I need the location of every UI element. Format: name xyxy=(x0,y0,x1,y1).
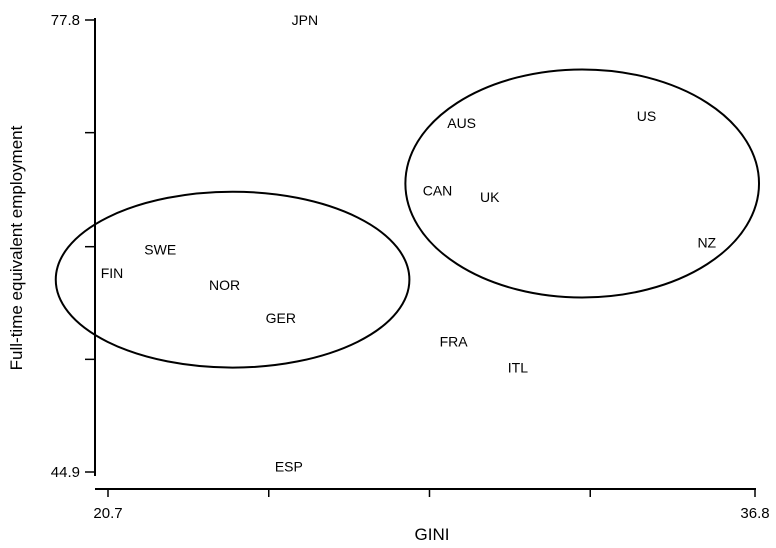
point-label-us: US xyxy=(637,108,656,124)
cluster-ellipse-1 xyxy=(404,68,761,299)
point-label-nz: NZ xyxy=(697,235,716,251)
point-label-swe: SWE xyxy=(144,241,176,257)
point-label-nor: NOR xyxy=(209,277,240,293)
point-label-ger: GER xyxy=(266,310,296,326)
point-label-jpn: JPN xyxy=(292,12,318,28)
ticks xyxy=(85,19,756,497)
point-label-esp: ESP xyxy=(275,459,303,475)
point-label-itl: ITL xyxy=(508,360,528,376)
point-label-aus: AUS xyxy=(447,115,476,131)
axes xyxy=(94,18,756,490)
y-tick-label-1: 44.9 xyxy=(51,464,80,481)
point-label-fin: FIN xyxy=(101,265,124,281)
tick-labels: 77.8 44.9 20.7 36.8 xyxy=(51,12,770,522)
y-tick-label-0: 77.8 xyxy=(51,12,80,29)
cluster-ellipse-0 xyxy=(54,190,411,369)
point-labels: JPN US AUS CAN UK NZ SWE FIN NOR GER FRA ITL ESP xyxy=(101,12,717,475)
x-tick-label-0: 20.7 xyxy=(93,505,122,522)
x-axis-title: GINI xyxy=(415,525,450,544)
point-label-can: CAN xyxy=(423,182,453,198)
y-axis-title: Full-time equivalent employment xyxy=(7,125,26,370)
point-label-fra: FRA xyxy=(440,333,469,349)
point-label-uk: UK xyxy=(480,189,500,205)
cluster-ellipses xyxy=(54,68,761,369)
x-tick-label-1: 36.8 xyxy=(740,505,769,522)
